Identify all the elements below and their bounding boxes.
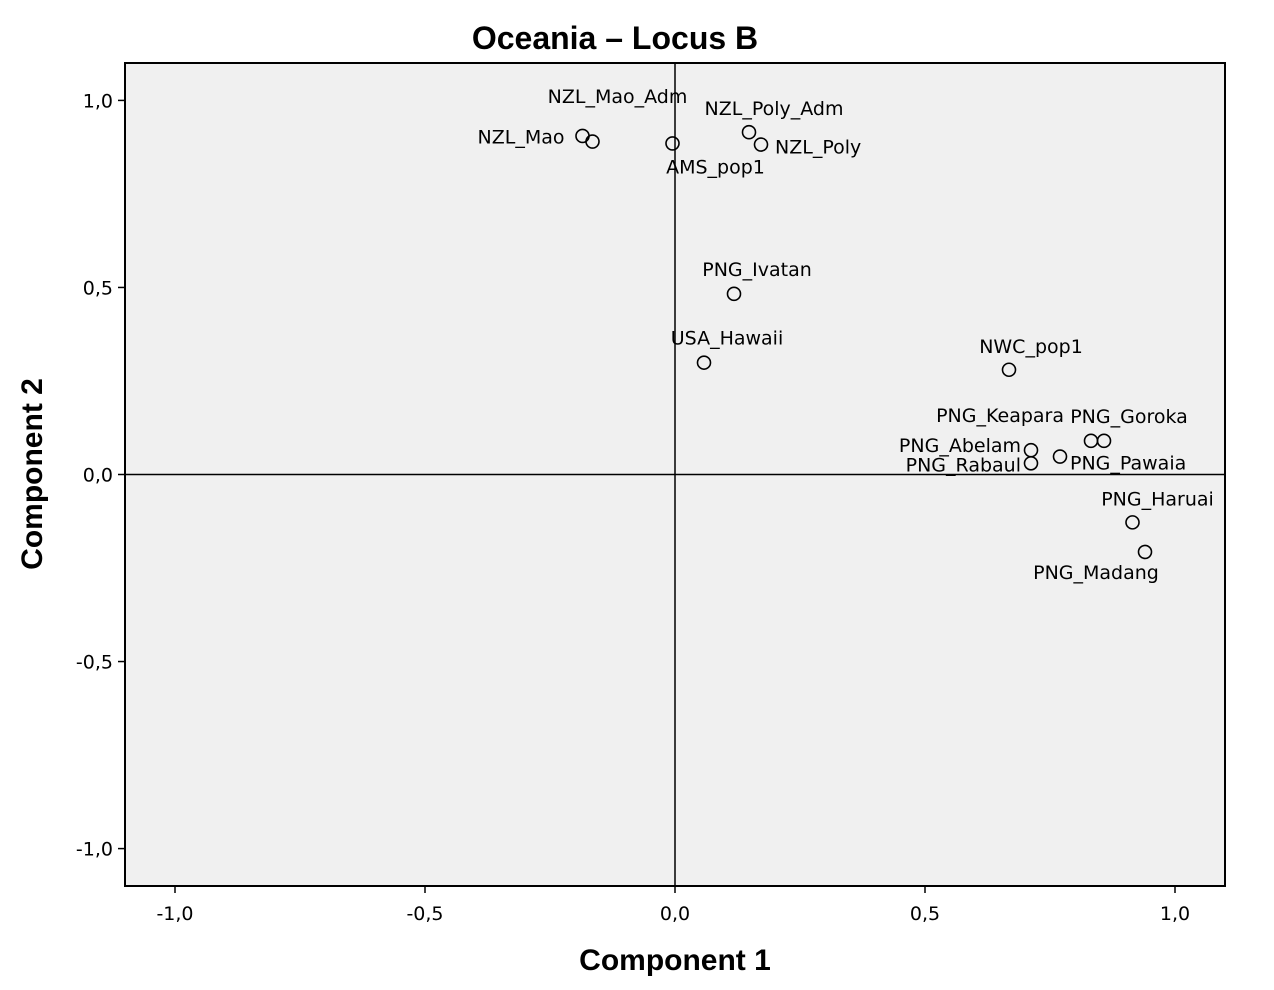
y-axis-ticks: 1,0 0,5 0,0 -0,5 -1,0: [76, 90, 125, 861]
data-point-label: PNG_Goroka: [1070, 406, 1188, 428]
data-point: [1001, 362, 1017, 378]
data-point-label: NZL_Mao: [478, 127, 565, 149]
x-tick-label: 0,0: [660, 903, 690, 925]
data-point-labels: NZL_Mao_Adm NZL_Mao AMS_pop1 NZL_Poly_Adm NZ…: [478, 86, 1214, 584]
data-point-label: PNG_Madang: [1033, 562, 1159, 584]
data-points: [575, 124, 1153, 560]
x-tick-label: 0,5: [910, 903, 940, 925]
x-axis-label: Component 1: [579, 944, 771, 977]
data-point: [1096, 433, 1112, 449]
data-point-label: AMS_pop1: [666, 156, 765, 178]
y-tick-label: 0,5: [83, 277, 113, 299]
data-point: [1137, 544, 1153, 560]
data-point-label: NZL_Poly: [775, 137, 861, 159]
data-point: [1023, 455, 1039, 471]
data-point-label: PNG_Keapara: [936, 405, 1064, 427]
y-tick-label: -0,5: [76, 652, 113, 674]
data-point-label: NZL_Mao_Adm: [548, 86, 688, 108]
data-point: [585, 134, 600, 149]
data-point: [1125, 515, 1140, 530]
data-point: [1052, 449, 1068, 464]
data-point-label: PNG_Pawaia: [1070, 453, 1186, 475]
data-point-label: NWC_pop1: [979, 336, 1083, 358]
data-point: [665, 136, 680, 151]
data-point: [726, 286, 742, 302]
data-point-label: NZL_Poly_Adm: [705, 98, 844, 120]
y-tick-label: 1,0: [83, 90, 113, 112]
data-point: [696, 355, 712, 370]
data-point-label: PNG_Haruai: [1101, 488, 1214, 510]
y-tick-label: 0,0: [83, 465, 113, 487]
data-point-label: PNG_Ivatan: [702, 259, 812, 281]
data-point: [753, 137, 769, 152]
data-point: [741, 124, 757, 140]
y-tick-label: -1,0: [76, 839, 113, 861]
x-tick-label: -1,0: [156, 903, 193, 925]
data-point-label: PNG_Abelam: [899, 435, 1021, 457]
x-tick-label: 1,0: [1160, 903, 1190, 925]
x-tick-label: -0,5: [406, 903, 443, 925]
y-axis-label: Component 2: [16, 378, 49, 570]
data-point-label: PNG_Rabaul: [906, 454, 1021, 476]
chart-title: Oceania – Locus B: [472, 20, 758, 56]
x-axis-ticks: -1,0 -0,5 0,0 0,5 1,0: [156, 886, 1190, 925]
data-point-label: USA_Hawaii: [671, 328, 784, 350]
